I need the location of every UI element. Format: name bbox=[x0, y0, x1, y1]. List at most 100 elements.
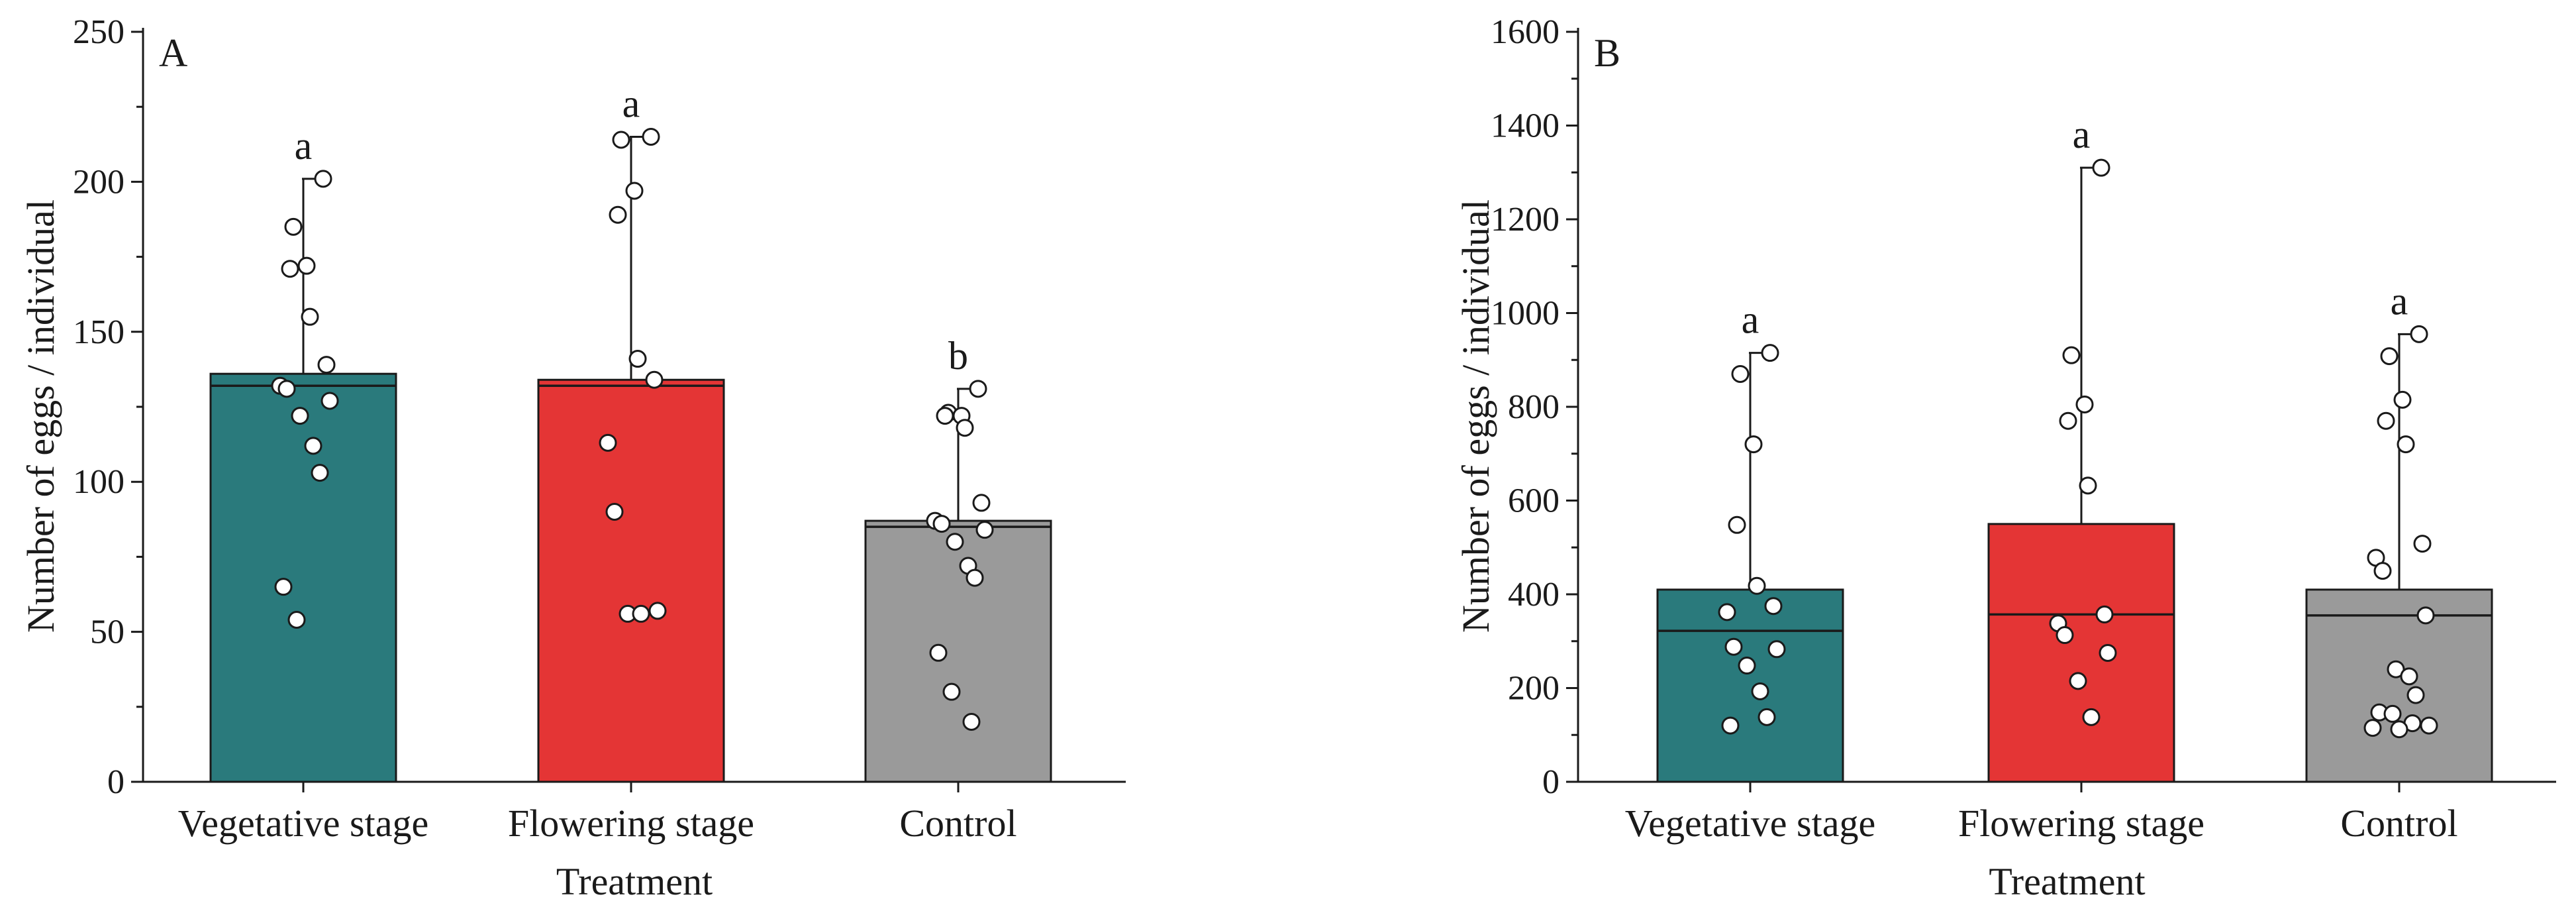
data-point bbox=[2410, 325, 2428, 343]
data-point bbox=[2095, 605, 2114, 623]
x-category-label: Flowering stage bbox=[1958, 802, 2204, 845]
data-point bbox=[2069, 672, 2087, 690]
data-point bbox=[277, 380, 296, 398]
data-point bbox=[2082, 708, 2101, 726]
data-point bbox=[2062, 346, 2081, 364]
y-tick-label: 0 bbox=[1542, 763, 1560, 801]
data-point bbox=[287, 610, 306, 629]
x-axis-title: Treatment bbox=[1989, 860, 2145, 903]
data-point bbox=[942, 682, 961, 701]
data-point bbox=[1764, 597, 1783, 616]
significance-letter: a bbox=[2073, 113, 2091, 156]
y-tick-label: 800 bbox=[1508, 388, 1560, 426]
significance-letter: a bbox=[622, 81, 640, 125]
y-tick-label: 600 bbox=[1508, 482, 1560, 520]
data-point bbox=[2400, 667, 2418, 686]
data-point bbox=[2373, 562, 2392, 580]
data-point bbox=[1724, 637, 1743, 656]
data-point bbox=[2079, 476, 2097, 495]
data-point bbox=[2363, 719, 2382, 737]
bar bbox=[1656, 588, 1844, 783]
data-point bbox=[2383, 704, 2402, 723]
data-point bbox=[284, 217, 303, 236]
data-point bbox=[2397, 435, 2415, 454]
data-point bbox=[2059, 411, 2077, 430]
data-point bbox=[932, 515, 951, 533]
data-point bbox=[2056, 626, 2074, 645]
y-axis-title: Number of eggs / individual bbox=[19, 199, 62, 633]
bar bbox=[209, 372, 397, 783]
data-point bbox=[1767, 640, 1786, 659]
data-point bbox=[291, 407, 309, 425]
data-point bbox=[946, 533, 964, 551]
data-point bbox=[301, 307, 319, 326]
chart-panel-a: 0 50 100 150 200 250 a Vegetative stage a Floweri… bbox=[19, 13, 1126, 903]
data-point bbox=[297, 256, 316, 275]
data-point bbox=[2075, 395, 2094, 413]
panel-label: B bbox=[1594, 31, 1620, 75]
x-category-label: Control bbox=[2340, 802, 2457, 845]
y-tick-label: 200 bbox=[73, 163, 124, 201]
y-tick-label: 0 bbox=[107, 763, 124, 801]
data-point bbox=[2406, 686, 2425, 704]
x-category-label: Vegetative stage bbox=[178, 802, 428, 845]
significance-letter: a bbox=[1742, 298, 1759, 342]
data-point bbox=[972, 494, 991, 512]
data-point bbox=[628, 350, 647, 368]
data-point bbox=[2393, 390, 2412, 409]
data-point bbox=[311, 464, 329, 482]
data-point bbox=[632, 604, 650, 623]
data-point bbox=[281, 260, 299, 278]
data-point bbox=[317, 356, 336, 374]
y-tick-label: 1400 bbox=[1491, 107, 1560, 145]
data-point bbox=[2092, 158, 2110, 177]
data-point bbox=[648, 602, 667, 620]
data-point bbox=[962, 712, 981, 731]
y-tick-label: 50 bbox=[90, 614, 124, 651]
significance-letter: a bbox=[295, 124, 313, 168]
data-point bbox=[2390, 720, 2408, 739]
data-point bbox=[605, 502, 624, 521]
data-point bbox=[1718, 603, 1736, 621]
data-point bbox=[929, 643, 948, 662]
x-axis-title: Treatment bbox=[556, 860, 713, 903]
significance-letter: b bbox=[948, 334, 968, 378]
data-point bbox=[2413, 535, 2432, 553]
data-point bbox=[304, 437, 322, 455]
data-point bbox=[612, 131, 630, 149]
bar bbox=[1987, 523, 2175, 783]
data-point bbox=[599, 433, 617, 452]
significance-letter: a bbox=[2391, 279, 2408, 323]
data-point bbox=[609, 205, 627, 224]
data-point bbox=[642, 127, 660, 146]
x-category-label: Vegetative stage bbox=[1625, 802, 1875, 845]
data-point bbox=[1761, 344, 1779, 362]
y-axis-title: Number of eggs / individual bbox=[1454, 199, 1497, 633]
bar bbox=[864, 519, 1052, 783]
y-tick-label: 1200 bbox=[1491, 201, 1560, 239]
data-point bbox=[1721, 716, 1740, 735]
y-tick-label: 1000 bbox=[1491, 295, 1560, 333]
data-point bbox=[956, 419, 974, 437]
x-category-label: Control bbox=[899, 802, 1016, 845]
data-point bbox=[314, 170, 332, 188]
data-point bbox=[645, 370, 664, 389]
data-point bbox=[274, 578, 293, 596]
data-point bbox=[1744, 435, 1763, 454]
data-point bbox=[966, 568, 984, 587]
data-point bbox=[936, 407, 954, 425]
y-tick-label: 250 bbox=[73, 13, 124, 51]
data-point bbox=[1758, 708, 1776, 726]
y-tick-label: 1600 bbox=[1491, 13, 1560, 51]
data-point bbox=[625, 182, 644, 200]
data-point bbox=[2377, 411, 2395, 430]
data-point bbox=[2420, 716, 2438, 735]
data-point bbox=[1731, 364, 1750, 383]
data-point bbox=[1751, 682, 1769, 700]
chart-panel-b: 0 200 400 600 800 1000 1200 1400 1600 a Vegetative… bbox=[1454, 13, 2556, 903]
data-point bbox=[1748, 576, 1766, 595]
data-point bbox=[2416, 606, 2435, 625]
data-point bbox=[969, 380, 987, 398]
data-point bbox=[2380, 347, 2399, 366]
